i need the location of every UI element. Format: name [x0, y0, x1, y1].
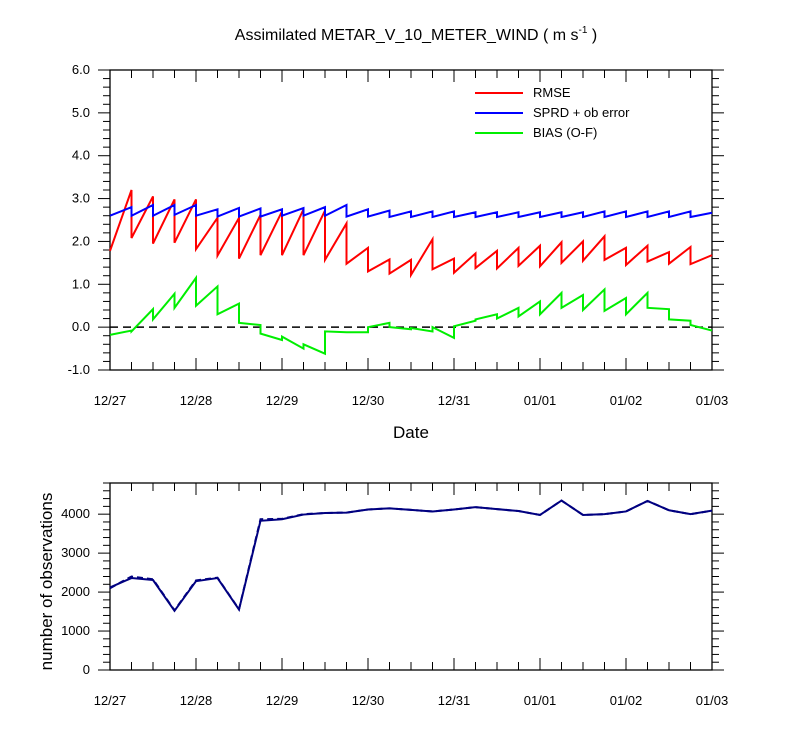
x-tick-labels: 12/27 12/28 12/29 12/30 12/31 01/01 01/02 01/03	[94, 693, 729, 708]
y-tick-label: 2000	[61, 584, 90, 599]
x-tick-label: 01/02	[610, 693, 643, 708]
x-tick-label: 01/01	[524, 393, 557, 408]
y-tick-label: 3000	[61, 545, 90, 560]
y-axis-ticks	[98, 482, 724, 671]
x-tick-label: 01/02	[610, 393, 643, 408]
y-tick-label: 2.0	[72, 233, 90, 248]
legend: RMSE SPRD + ob error BIAS (O-F)	[475, 85, 630, 140]
x-axis-ticks	[109, 483, 713, 670]
y-tick-label: 4.0	[72, 148, 90, 163]
x-tick-label: 12/28	[180, 693, 213, 708]
y-tick-label: 6.0	[72, 62, 90, 77]
chart-panel-2: 12/27 12/28 12/29 12/30 12/31 01/01 01/02 01/03…	[37, 482, 729, 708]
y-tick-label: 1000	[61, 623, 90, 638]
y-tick-label: 5.0	[72, 105, 90, 120]
chart-title-units-exponent: -1	[579, 25, 588, 36]
y-tick-label: 4000	[61, 506, 90, 521]
x-tick-labels: 12/27 12/28 12/29 12/30 12/31 01/01 01/02 01/03	[94, 393, 729, 408]
y-axis-title: number of observations	[37, 493, 56, 671]
x-tick-label: 12/31	[438, 693, 471, 708]
x-tick-label: 01/03	[696, 693, 729, 708]
series-line-rmse	[109, 189, 713, 279]
x-axis-title: Date	[393, 423, 429, 442]
series-line-used	[109, 499, 713, 613]
x-tick-label: 01/03	[696, 393, 729, 408]
x-tick-label: 12/30	[352, 393, 385, 408]
chart-title-units-close: )	[587, 27, 597, 44]
series-line-sprd-ob-error	[109, 203, 713, 219]
x-axis-ticks	[109, 70, 713, 370]
series-line-bias-o-f	[109, 274, 713, 356]
y-tick-label: 0	[83, 662, 90, 677]
x-tick-label: 12/28	[180, 393, 213, 408]
series-group	[109, 499, 713, 613]
chart-panel-1: 12/27 12/28 12/29 12/30 12/31 01/01 01/02 01/03…	[68, 25, 729, 442]
legend-label: RMSE	[533, 85, 571, 100]
legend-label: BIAS (O-F)	[533, 125, 597, 140]
series-line-possible	[109, 499, 713, 613]
series-group	[109, 189, 713, 356]
x-tick-label: 01/01	[524, 693, 557, 708]
y-tick-labels: 0 1000 2000 3000 4000	[61, 506, 90, 677]
y-tick-label: 3.0	[72, 191, 90, 206]
y-tick-label: -1.0	[68, 362, 90, 377]
chart-title: Assimilated METAR_V_10_METER_WIND ( m s-…	[235, 25, 597, 44]
chart-title-text: Assimilated METAR_V_10_METER_WIND	[235, 27, 543, 44]
x-tick-label: 12/31	[438, 393, 471, 408]
legend-label: SPRD + ob error	[533, 105, 630, 120]
x-tick-label: 12/30	[352, 693, 385, 708]
chart-title-units: ( m s	[543, 27, 579, 44]
y-tick-label: 1.0	[72, 276, 90, 291]
y-axis-ticks	[98, 69, 724, 371]
x-tick-label: 12/29	[266, 393, 299, 408]
y-tick-labels: -1.0 0.0 1.0 2.0 3.0 4.0 5.0 6.0	[68, 62, 90, 377]
x-tick-label: 12/27	[94, 693, 127, 708]
x-tick-label: 12/27	[94, 393, 127, 408]
x-tick-label: 12/29	[266, 693, 299, 708]
y-tick-label: 0.0	[72, 319, 90, 334]
